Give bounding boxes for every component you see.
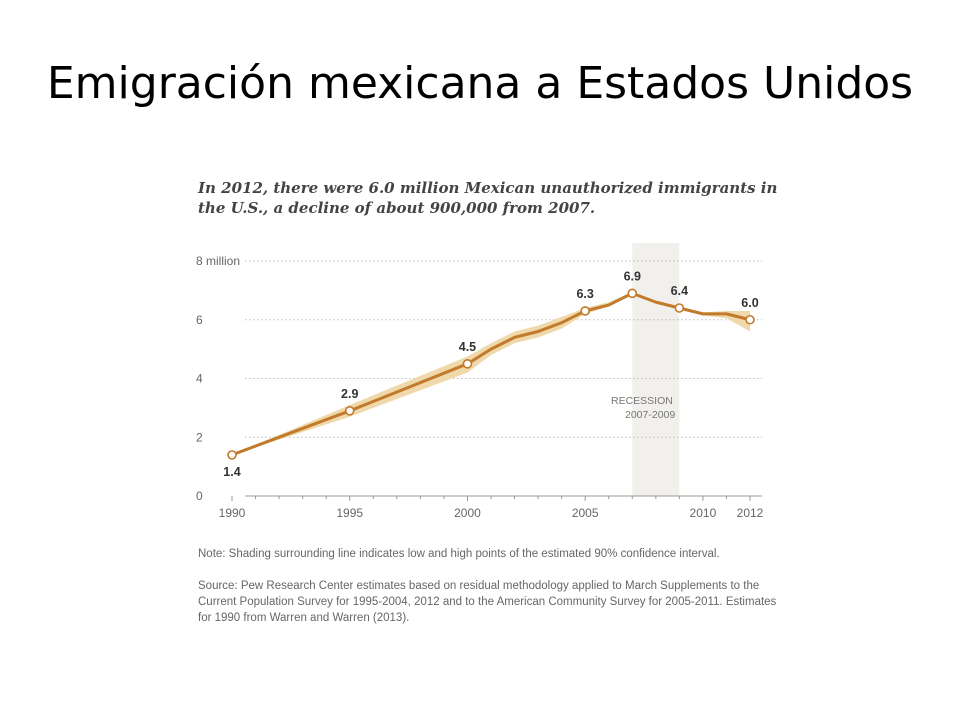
- chart-title: In 2012, there were 6.0 million Mexican …: [198, 179, 778, 217]
- x-tick-label: 2010: [690, 506, 717, 520]
- y-tick-label: 4: [196, 372, 203, 386]
- data-point: [227, 450, 237, 460]
- data-label: 6.0: [741, 296, 758, 310]
- data-label: 6.3: [576, 287, 593, 301]
- x-tick-label: 2012: [737, 506, 764, 520]
- y-tick-label: 0: [196, 489, 203, 503]
- x-tick-label: 1995: [336, 506, 363, 520]
- slide-title: Emigración mexicana a Estados Unidos: [46, 58, 914, 109]
- data-label: 2.9: [341, 387, 358, 401]
- x-tick-label: 2005: [572, 506, 599, 520]
- data-point: [580, 306, 590, 316]
- chart-note: Note: Shading surrounding line indicates…: [198, 548, 720, 560]
- chart-source: Source: Pew Research Center estimates ba…: [198, 580, 777, 624]
- data-point: [344, 406, 355, 416]
- y-tick-label: 2: [196, 430, 203, 444]
- recession-label: RECESSION: [611, 395, 673, 407]
- y-tick-label: 6: [196, 313, 203, 327]
- x-tick-label: 2000: [454, 506, 481, 520]
- y-tick-label: 8 million: [196, 254, 240, 268]
- recession-years-label: 2007-2009: [625, 409, 675, 421]
- x-tick-label: 1990: [219, 506, 246, 520]
- data-label: 6.9: [624, 269, 641, 283]
- data-label: 4.5: [459, 340, 476, 354]
- recession-band: [632, 243, 680, 496]
- data-point: [462, 359, 473, 369]
- data-point: [627, 288, 638, 299]
- data-point: [674, 303, 685, 313]
- data-label: 1.4: [223, 465, 240, 479]
- data-label: 6.4: [671, 284, 688, 298]
- data-point: [745, 314, 755, 325]
